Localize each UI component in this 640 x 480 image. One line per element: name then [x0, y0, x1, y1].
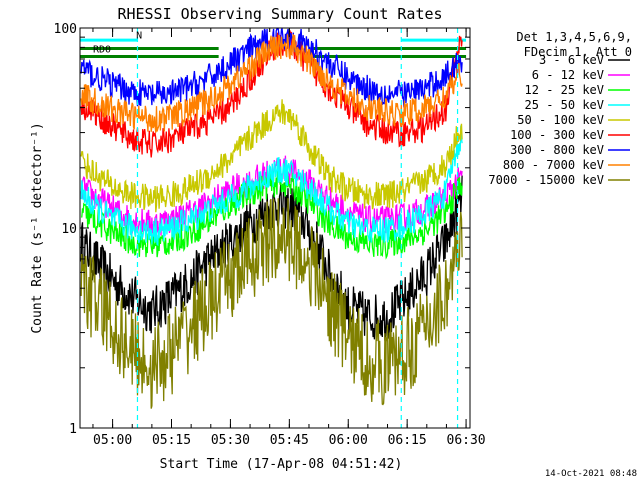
timestamp: 14-Oct-2021 08:48 — [545, 469, 637, 479]
series-line-8 — [80, 198, 463, 409]
legend-label-2: 12 - 25 keV — [525, 83, 604, 97]
x-tick-label-5: 06:15 — [388, 433, 427, 448]
legend: Det 1,3,4,5,6,9,FDecim 1, Att 03 - 6 keV… — [488, 30, 632, 187]
legend-header-0: Det 1,3,4,5,6,9, — [516, 30, 632, 44]
series-line-2 — [81, 169, 463, 260]
y-axis-label: Count Rate (s⁻¹ detector⁻¹) — [30, 122, 45, 333]
legend-label-1: 6 - 12 keV — [532, 68, 604, 82]
series-lines — [80, 27, 463, 409]
annotation-0: RD0 — [93, 44, 111, 55]
x-tick-label-0: 05:00 — [93, 433, 132, 448]
night-boundaries — [136, 28, 459, 428]
x-tick-label-3: 05:45 — [270, 433, 309, 448]
legend-label-8: 7000 - 15000 keV — [488, 173, 604, 187]
legend-label-3: 25 - 50 keV — [525, 98, 604, 112]
flag-annotations: RD0 N — [93, 30, 142, 55]
axes: 05:00 05:15 05:30 05:45 06:00 06:15 06:30 1 10 10… — [54, 22, 486, 448]
x-tick-label-1: 05:15 — [152, 433, 191, 448]
series-line-7 — [80, 34, 463, 133]
series-line-4 — [80, 99, 463, 213]
legend-label-0: 3 - 6 keV — [539, 53, 604, 67]
legend-label-4: 50 - 100 keV — [517, 113, 604, 127]
annotation-1: N — [136, 30, 142, 41]
x-tick-label-2: 05:30 — [211, 433, 250, 448]
y-tick-label-2: 100 — [54, 22, 77, 37]
x-tick-label-6: 06:30 — [447, 433, 486, 448]
legend-label-7: 800 - 7000 keV — [503, 158, 604, 172]
legend-label-6: 300 - 800 keV — [510, 143, 604, 157]
x-tick-label-4: 06:00 — [329, 433, 368, 448]
chart-title: RHESSI Observing Summary Count Rates — [117, 5, 442, 23]
y-tick-label-1: 10 — [61, 222, 77, 237]
flag-bars — [80, 38, 467, 59]
series-line-3 — [80, 125, 463, 247]
legend-header-1: FDecim 1, Att 0 — [524, 45, 632, 59]
y-tick-label-0: 1 — [69, 422, 77, 437]
legend-label-5: 100 - 300 keV — [510, 128, 604, 142]
x-axis-label: Start Time (17-Apr-08 04:51:42) — [160, 457, 403, 472]
